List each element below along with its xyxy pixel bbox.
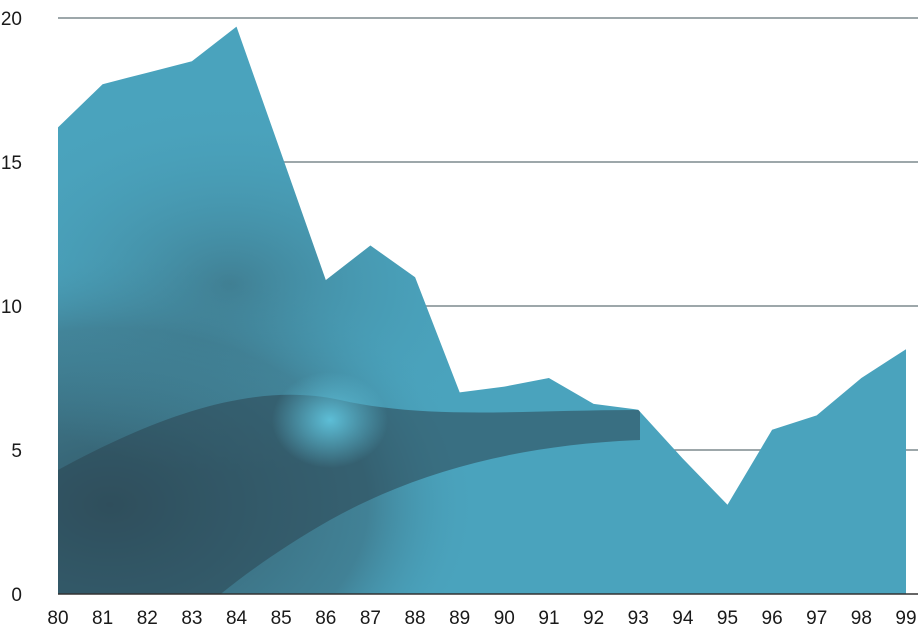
shadow-band [58,394,640,595]
x-axis-ticks: 80 81 82 83 84 85 86 87 88 89 90 91 92 93 94 95 96 97 98 99 [47,608,916,629]
x-tick-label: 95 [717,608,738,629]
y-tick-label: 20 [1,9,22,30]
x-tick-label: 88 [404,608,425,629]
x-tick-label: 94 [672,608,694,629]
x-tick-label: 82 [137,608,158,629]
x-tick-label: 86 [315,608,336,629]
x-tick-label: 97 [806,608,827,629]
y-tick-label: 5 [11,441,22,462]
x-tick-label: 93 [628,608,649,629]
y-axis-ticks: 0 5 10 15 20 [1,9,22,606]
x-tick-label: 81 [92,608,113,629]
y-tick-label: 15 [1,153,22,174]
x-tick-label: 87 [360,608,381,629]
x-tick-label: 91 [538,608,559,629]
x-tick-label: 96 [762,608,783,629]
y-tick-label: 10 [1,297,22,318]
x-tick-label: 89 [449,608,470,629]
x-tick-label: 83 [181,608,202,629]
x-tick-label: 84 [226,608,248,629]
x-tick-label: 92 [583,608,604,629]
x-tick-label: 80 [47,608,68,629]
x-tick-label: 99 [895,608,916,629]
y-tick-label: 0 [11,585,22,606]
highlight-glow [272,372,388,468]
x-tick-label: 85 [271,608,292,629]
x-tick-label: 90 [494,608,515,629]
x-tick-label: 98 [851,608,872,629]
